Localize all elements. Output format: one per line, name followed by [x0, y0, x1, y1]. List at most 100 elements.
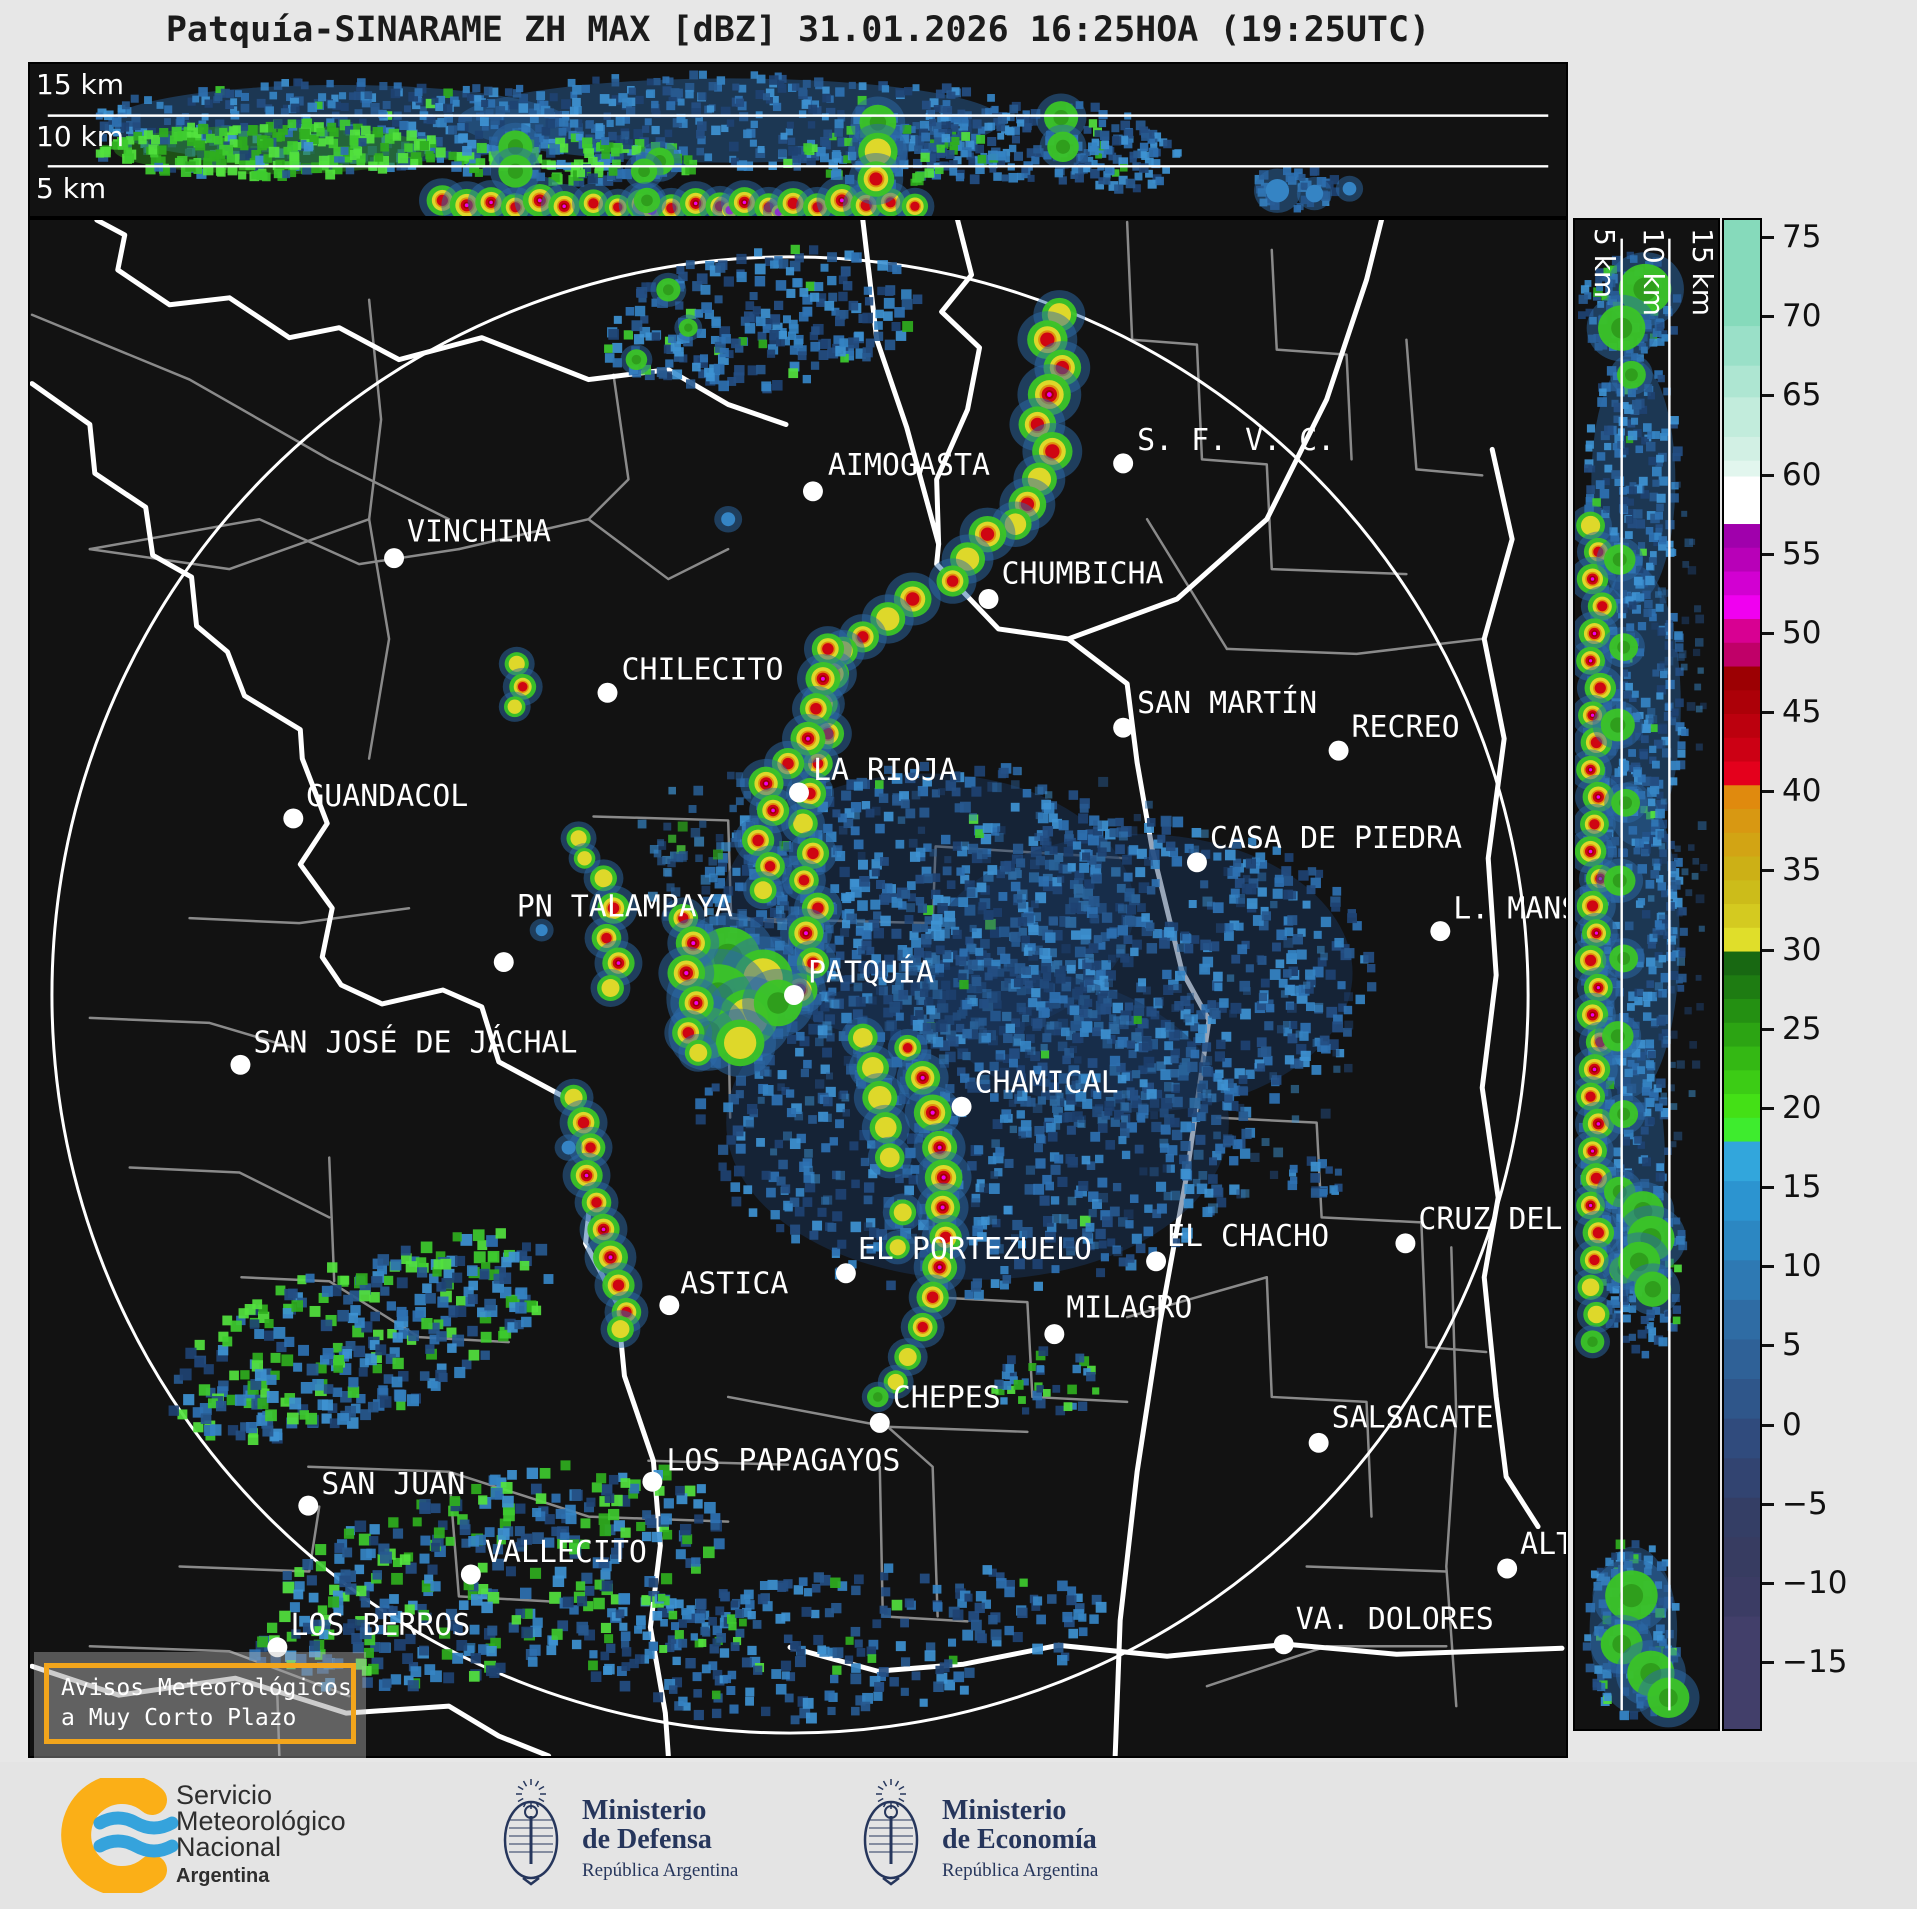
colorbar-segment [1724, 1181, 1760, 1222]
colorbar-segment [1724, 1537, 1760, 1578]
city-marker: LOS BERROS [267, 1608, 470, 1658]
department-border-line [88, 1016, 295, 1050]
city-marker: EL PORTEZUELO [835, 1232, 1092, 1284]
department-border-line [276, 1694, 281, 1756]
city-dot [951, 1096, 972, 1117]
city-marker: AIMOGASTA [802, 448, 990, 502]
city-marker: VALLECITO [460, 1535, 647, 1585]
colorbar-tick [1762, 631, 1774, 635]
colorbar-segment [1724, 809, 1760, 834]
colorbar-segment [1724, 571, 1760, 596]
colorbar-segment [1724, 737, 1760, 763]
city-label: AIMOGASTA [828, 448, 990, 483]
city-marker: EL CHACHO [1146, 1219, 1329, 1272]
city-label: GUANDACOL [306, 779, 468, 814]
department-border-line [178, 1505, 321, 1573]
city-marker: S. F. V. C. [1113, 423, 1335, 474]
economia-sub: República Argentina [942, 1860, 1099, 1881]
department-border-line [1125, 1276, 1269, 1319]
cross-section-right-panel: 5 km 10 km 15 km [1573, 218, 1720, 1731]
dbz-colorbar-gradient [1724, 220, 1760, 1729]
colorbar-tick [1762, 1186, 1774, 1190]
warnings-badge[interactable]: Avisos Meteorológicos a Muy Corto Plazo [34, 1652, 366, 1758]
height-axis-label: 5 km [1588, 228, 1621, 299]
colorbar-segment [1724, 460, 1760, 478]
colorbar-tick-label: 25 [1782, 1010, 1822, 1047]
city-dot [1273, 1634, 1294, 1655]
colorbar-tick-label: 40 [1782, 773, 1822, 810]
department-border-line [1405, 338, 1484, 477]
colorbar-segment [1724, 999, 1760, 1024]
colorbar-tick-label: 10 [1782, 1248, 1822, 1285]
department-border-line [726, 1395, 939, 1618]
colorbar-tick [1762, 1265, 1774, 1269]
warnings-badge-line2: a Muy Corto Plazo [61, 1705, 297, 1731]
city-marker: SAN MARTÍN [1113, 685, 1317, 738]
department-border-line [1305, 1565, 1448, 1573]
colorbar-segment [1724, 547, 1760, 573]
city-dot [283, 808, 304, 829]
colorbar-segment [1724, 220, 1760, 327]
city-dot [1113, 717, 1134, 738]
page-title: Patquía-SINARAME ZH MAX [dBZ] 31.01.2026… [165, 10, 1431, 50]
dbz-colorbar-ticks: 75 70 65 60 55 50 45 40 35 30 25 20 15 10 5 0 −5 −10 −15 [1762, 218, 1912, 1731]
colorbar-segment [1724, 927, 1760, 953]
city-marker: CRUZ DEL [1395, 1202, 1562, 1254]
city-marker: LA RIOJA [789, 753, 957, 803]
colorbar-tick [1762, 1344, 1774, 1348]
city-dot [298, 1495, 319, 1516]
city-dot [597, 682, 618, 703]
colorbar-tick-label: 45 [1782, 694, 1822, 731]
city-dot [1186, 852, 1207, 873]
city-dot [1044, 1324, 1065, 1345]
city-marker: PATQUÍA [784, 955, 934, 1005]
city-marker: CHAMICAL [951, 1065, 1119, 1117]
city-marker: CHEPES [869, 1380, 1001, 1433]
city-marker: GUANDACOL [283, 779, 468, 829]
city-marker: SAN JUAN [298, 1467, 465, 1516]
department-border-line [1145, 517, 1229, 651]
colorbar-segment [1724, 1070, 1760, 1095]
city-dot [1430, 921, 1451, 942]
city-dot [659, 1295, 680, 1316]
city-label: MILAGRO [1066, 1291, 1192, 1326]
cross-section-top-panel: 15 km 10 km 5 km [28, 62, 1568, 218]
city-dot [230, 1054, 251, 1075]
colorbar-tick [1762, 1106, 1774, 1110]
colorbar-segment [1724, 1094, 1760, 1119]
warnings-badge-border[interactable]: Avisos Meteorológicos a Muy Corto Plazo [44, 1663, 356, 1744]
colorbar-tick-label: 35 [1782, 852, 1822, 889]
city-label: CASA DE PIEDRA [1210, 821, 1462, 856]
city-marker: CHUMBICHA [978, 557, 1164, 609]
colorbar-segment [1724, 856, 1760, 881]
smn-name-1: Servicio [176, 1780, 273, 1810]
colorbar-segment [1724, 524, 1760, 549]
province-border-line [860, 220, 1212, 1756]
colorbar-segment [1724, 1260, 1760, 1301]
city-dot [1308, 1432, 1329, 1453]
smn-name-2: Meteorológico [176, 1806, 346, 1836]
height-axis-label: 10 km [36, 120, 125, 153]
cross-section-right-plot [1575, 238, 1708, 1728]
height-axis-label: 15 km [1686, 228, 1719, 317]
city-dot [1146, 1251, 1167, 1272]
colorbar-segment [1724, 1616, 1760, 1729]
colorbar-segment [1724, 1576, 1760, 1618]
city-dot [784, 985, 804, 1005]
city-dot [869, 1412, 890, 1433]
city-dot [1113, 453, 1134, 474]
city-label: PATQUÍA [808, 955, 934, 991]
city-label: SAN JUAN [321, 1467, 465, 1502]
economia-line1: Ministerio [942, 1795, 1067, 1826]
city-label: CHEPES [893, 1380, 1001, 1415]
colorbar-tick-label: 65 [1782, 377, 1822, 414]
department-border-line [1270, 248, 1353, 461]
department-border-line [188, 906, 411, 925]
city-marker: PN TALAMPAYA [493, 890, 733, 973]
province-border-line [787, 1641, 1565, 1674]
top-cross-section-echoes [95, 70, 1364, 216]
city-label: PN TALAMPAYA [517, 890, 733, 925]
department-border-line [457, 517, 730, 581]
city-label: SALSACATE [1332, 1400, 1494, 1435]
city-label: EL PORTEZUELO [858, 1232, 1092, 1267]
